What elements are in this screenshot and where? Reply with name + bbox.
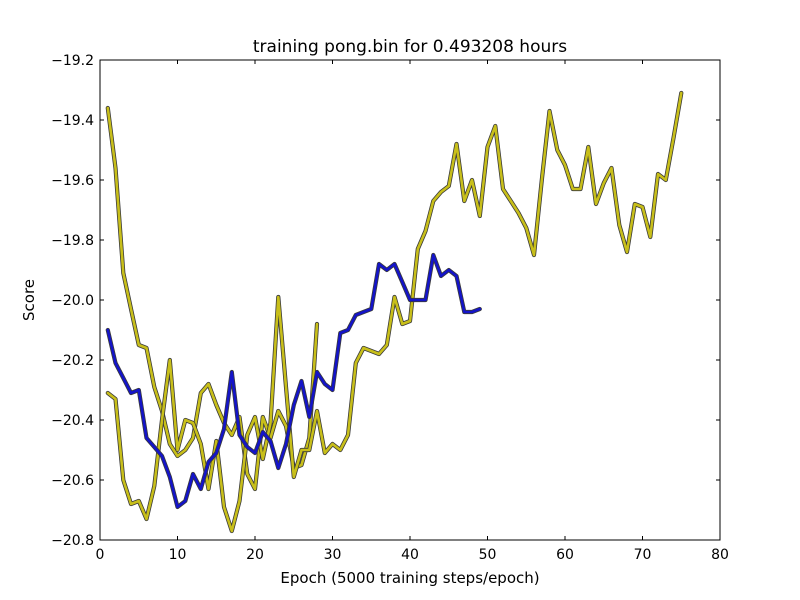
y-axis-label: Score — [20, 279, 38, 321]
series-line-1 — [105, 105, 320, 492]
y-tick-label: −20.2 — [51, 353, 94, 369]
x-tick-label: 20 — [246, 547, 264, 563]
y-tick-label: −19.2 — [51, 53, 94, 69]
y-tick-label: −20.6 — [51, 473, 94, 489]
series-line-1-stroke — [106, 106, 319, 491]
y-tick-label: −19.4 — [51, 113, 94, 129]
y-tick-label: −20.4 — [51, 413, 94, 429]
x-tick-label: 50 — [479, 547, 497, 563]
x-tick-label: 30 — [324, 547, 342, 563]
x-axis-label: Epoch (5000 training steps/epoch) — [280, 569, 539, 587]
chart-title: training pong.bin for 0.493208 hours — [253, 37, 567, 57]
x-tick-label: 80 — [711, 547, 729, 563]
series-layer — [105, 90, 684, 534]
x-tick-label: 40 — [401, 547, 419, 563]
axes-layer: 0 10 20 30 40 50 60 70 80 −20.8 −20.6 −20.4 −20.2 −20… — [51, 53, 729, 563]
y-tick-label: −19.6 — [51, 173, 94, 189]
series-line-3 — [105, 252, 482, 510]
series-line-2-stroke — [106, 91, 683, 533]
x-tick-label: 0 — [96, 547, 105, 563]
x-tick-label: 10 — [169, 547, 187, 563]
x-tick-label: 70 — [634, 547, 652, 563]
x-tick-label: 60 — [556, 547, 574, 563]
y-tick-label: −19.8 — [51, 233, 94, 249]
series-line-2 — [105, 90, 684, 534]
y-tick-label: −20.0 — [51, 293, 94, 309]
y-tick-label: −20.8 — [51, 533, 94, 549]
series-line-3-stroke — [106, 253, 482, 509]
